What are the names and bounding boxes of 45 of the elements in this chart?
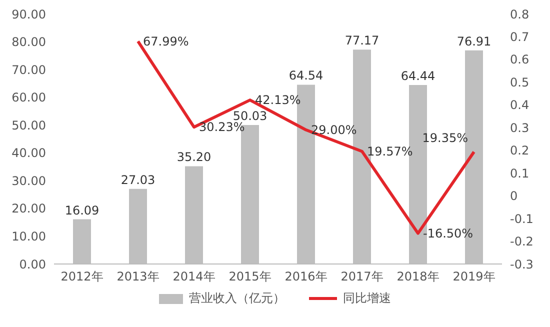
data-label: 35.20 — [176, 150, 212, 164]
y-tick-label: 70.00 — [12, 62, 46, 77]
x-tick-label: 2015年 — [228, 270, 272, 284]
y2-tick-label: 0.5 — [510, 75, 530, 90]
data-label: 27.03 — [120, 172, 156, 187]
y-tick-label: 20.00 — [12, 202, 46, 216]
y2-tick-label: 0.2 — [510, 144, 530, 158]
y-tick-label: 10.00 — [12, 229, 46, 244]
data-label: 19.57% — [367, 144, 413, 158]
y2-tick-label: 0.3 — [510, 120, 530, 135]
y-tick-label: 0.00 — [19, 257, 46, 272]
data-label: 19.35% — [422, 130, 468, 145]
x-tick-label: 2017年 — [340, 270, 384, 284]
y2-tick-label: 0.8 — [510, 7, 530, 22]
y2-tick-label: 0.1 — [510, 166, 530, 180]
y-tick-label: 90.00 — [12, 7, 46, 22]
y2-tick-label: -0.2 — [510, 234, 534, 249]
x-tick-label: 2012年 — [60, 270, 104, 284]
x-tick-label: 2019年 — [452, 270, 496, 284]
legend-label: 营业收入（亿元） — [188, 290, 285, 307]
y2-tick-label: -0.1 — [510, 212, 534, 226]
data-label: 42.13% — [255, 93, 301, 108]
x-tick-label: 2013年 — [116, 270, 160, 284]
y2-tick-label: 0.7 — [510, 30, 530, 44]
data-label: 16.09 — [64, 203, 100, 218]
data-label: 64.44 — [400, 69, 436, 83]
data-label: 67.99% — [143, 34, 189, 48]
y2-tick-label: 0.6 — [510, 52, 530, 67]
y-tick-label: 30.00 — [12, 174, 46, 188]
y-tick-label: 60.00 — [12, 90, 46, 105]
legend-label: 同比增速 — [342, 290, 391, 307]
data-label: 76.91 — [456, 34, 492, 48]
data-label: 77.17 — [344, 34, 380, 48]
x-tick-label: 2018年 — [396, 270, 440, 284]
y2-tick-label: 0 — [510, 189, 518, 204]
y2-tick-label: -0.3 — [510, 257, 534, 272]
data-label: -16.50% — [423, 226, 474, 240]
data-label: 64.54 — [288, 68, 324, 83]
y-tick-label: 80.00 — [12, 35, 46, 50]
data-label: 29.00% — [311, 122, 357, 137]
y-tick-label: 40.00 — [12, 146, 46, 160]
x-tick-label: 2014年 — [172, 270, 216, 284]
x-tick-label: 2016年 — [284, 270, 328, 284]
y-tick-label: 50.00 — [12, 118, 46, 132]
y2-tick-label: 0.4 — [510, 98, 530, 112]
